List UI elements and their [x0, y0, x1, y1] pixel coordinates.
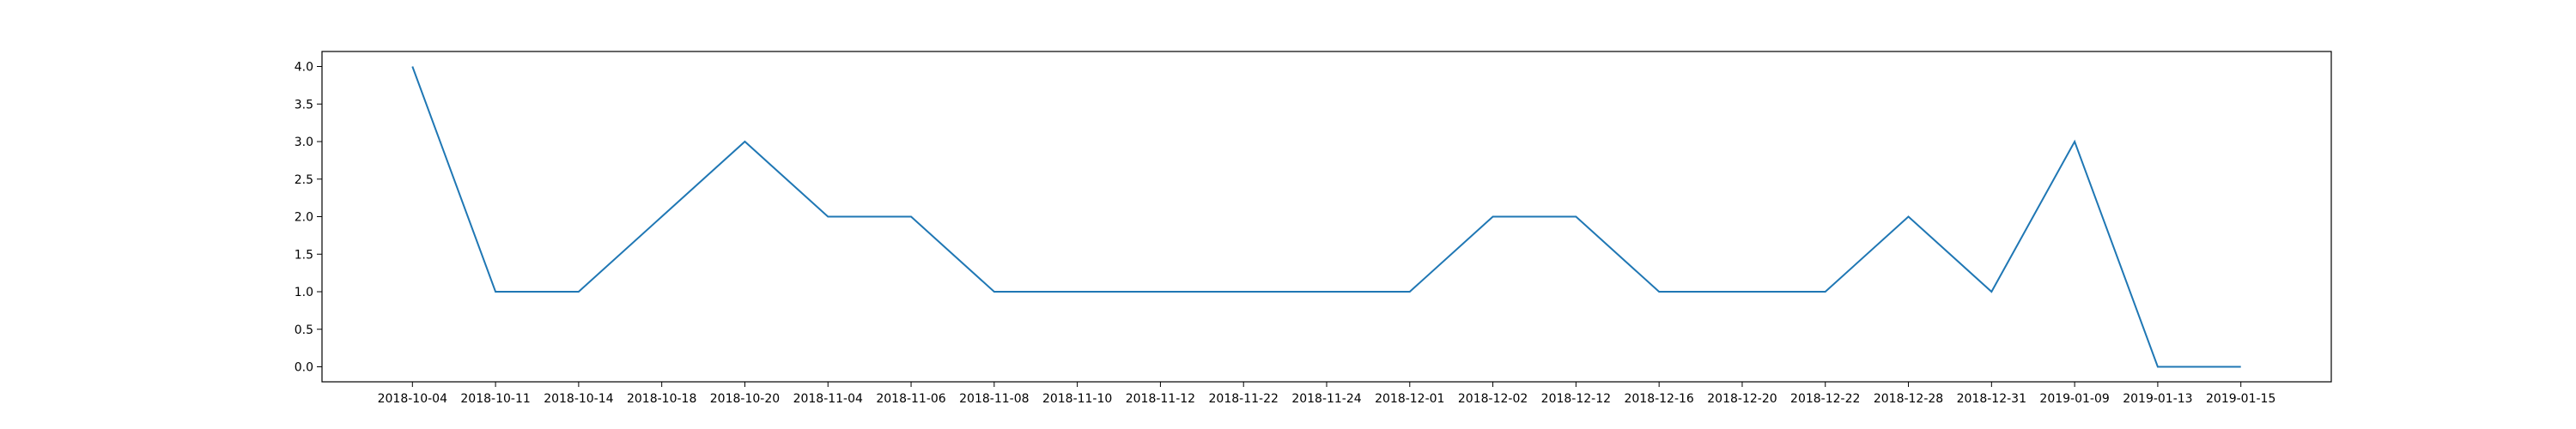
x-tick-label: 2018-12-28	[1874, 392, 1943, 406]
x-tick-label: 2018-12-20	[1707, 392, 1777, 406]
x-tick-label: 2018-11-06	[876, 392, 945, 406]
x-tick-label: 2019-01-09	[2039, 392, 2109, 406]
y-tick-label: 0.5	[295, 323, 313, 337]
x-tick-label: 2018-10-20	[710, 392, 780, 406]
x-tick-label: 2018-10-11	[460, 392, 530, 406]
x-tick-label: 2018-12-12	[1541, 392, 1611, 406]
y-tick-label: 0.0	[295, 361, 313, 375]
x-tick-label: 2018-11-22	[1209, 392, 1279, 406]
y-tick-label: 1.5	[295, 248, 313, 262]
x-tick-label: 2018-11-12	[1126, 392, 1195, 406]
x-tick-label: 2018-12-22	[1790, 392, 1860, 406]
x-tick-label: 2018-11-24	[1291, 392, 1361, 406]
x-tick-label: 2018-12-31	[1957, 392, 2026, 406]
x-tick-label: 2018-11-04	[793, 392, 863, 406]
y-tick-label: 3.5	[295, 98, 313, 112]
x-tick-label: 2018-10-04	[378, 392, 447, 406]
y-tick-label: 2.0	[295, 211, 313, 225]
y-tick-label: 1.0	[295, 286, 313, 299]
x-tick-label: 2018-11-08	[959, 392, 1029, 406]
x-tick-label: 2018-10-18	[627, 392, 696, 406]
x-tick-label: 2019-01-13	[2123, 392, 2192, 406]
x-tick-label: 2018-12-02	[1458, 392, 1528, 406]
axes-frame	[321, 51, 2332, 383]
y-tick-label: 4.0	[295, 61, 313, 75]
x-tick-label: 2018-12-01	[1375, 392, 1444, 406]
plot-area: 0.0 0.5 1.0 1.5 2.0 2.5 3.0 3.5 4.0 2018-10-04 201…	[295, 51, 2332, 406]
y-tick-label: 2.5	[295, 173, 313, 187]
series-line	[411, 66, 2241, 368]
x-tick-label: 2019-01-15	[2206, 392, 2275, 406]
x-tick-label: 2018-10-14	[544, 392, 613, 406]
x-tick-label: 2018-11-10	[1042, 392, 1112, 406]
y-tick-label: 3.0	[295, 136, 313, 149]
x-tick-label: 2018-12-16	[1624, 392, 1693, 406]
